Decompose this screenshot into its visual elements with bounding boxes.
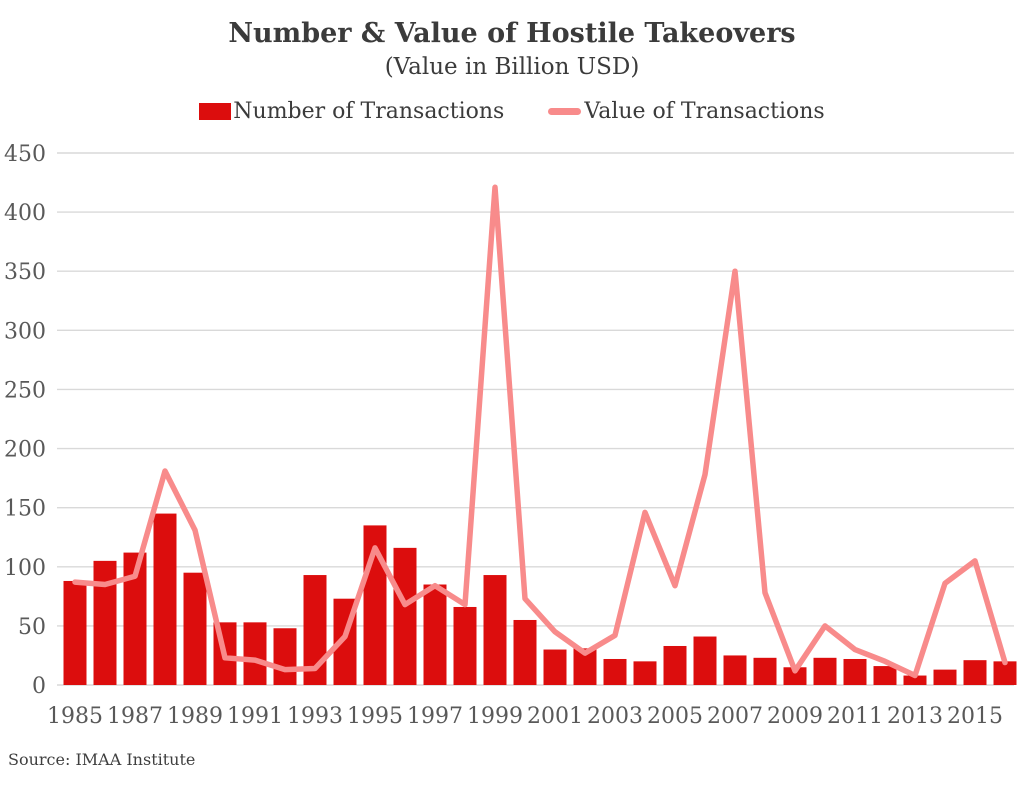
- y-axis-tick-label: 450: [4, 142, 46, 167]
- chart-legend: Number of Transactions Value of Transact…: [0, 99, 1024, 124]
- bar-2013: [903, 675, 927, 685]
- legend-label-number: Number of Transactions: [233, 99, 505, 124]
- legend-item-value: Value of Transactions: [548, 99, 825, 124]
- bar-1988: [153, 513, 177, 685]
- x-axis-tick-label: 1985: [47, 704, 103, 729]
- x-axis-tick-label: 1999: [467, 704, 523, 729]
- x-axis-tick-label: 1987: [107, 704, 163, 729]
- bar-2005: [663, 645, 687, 685]
- bar-2010: [813, 657, 837, 685]
- bar-swatch-icon: [199, 103, 232, 120]
- x-axis-tick-label: 2005: [647, 704, 703, 729]
- x-axis-tick-label: 1995: [347, 704, 403, 729]
- bar-1999: [483, 575, 507, 685]
- bar-2006: [693, 636, 717, 685]
- bar-2003: [603, 658, 627, 685]
- x-axis-tick-label: 2001: [527, 704, 583, 729]
- bar-2014: [933, 669, 957, 685]
- x-axis-tick-label: 2011: [827, 704, 883, 729]
- y-axis-tick-label: 0: [32, 674, 46, 699]
- bar-2015: [963, 660, 987, 685]
- bar-1996: [393, 547, 417, 685]
- bar-1997: [423, 584, 447, 685]
- chart-subtitle: (Value in Billion USD): [384, 54, 640, 80]
- bar-2002: [573, 648, 597, 685]
- source-note: Source: IMAA Institute: [8, 750, 196, 769]
- y-axis-tick-label: 50: [18, 615, 46, 640]
- bar-2012: [873, 666, 897, 685]
- bar-1991: [243, 622, 267, 685]
- y-axis-tick-label: 250: [4, 378, 46, 403]
- legend-label-value: Value of Transactions: [584, 99, 825, 124]
- y-axis-tick-label: 150: [4, 497, 46, 522]
- line-swatch-icon: [548, 108, 582, 115]
- bar-2001: [543, 649, 567, 685]
- y-axis-tick-label: 200: [4, 438, 46, 463]
- chart-title: Number & Value of Hostile Takeovers: [228, 18, 796, 49]
- x-axis-tick-label: 2007: [707, 704, 763, 729]
- value-line-series: [72, 184, 1008, 679]
- legend-item-number: Number of Transactions: [199, 99, 504, 124]
- y-axis-tick-label: 400: [4, 201, 46, 226]
- bar-2004: [633, 661, 657, 685]
- bar-1985: [63, 580, 87, 685]
- bar-1987: [123, 552, 147, 685]
- bar-2016: [993, 661, 1017, 685]
- bar-2007: [723, 655, 747, 685]
- bar-1992: [273, 628, 297, 685]
- bar-1989: [183, 572, 207, 685]
- bar-2000: [513, 619, 537, 685]
- y-axis-tick-label: 300: [4, 319, 46, 344]
- bar-1993: [303, 575, 327, 685]
- x-axis-tick-label: 2003: [587, 704, 643, 729]
- bar-2011: [843, 658, 867, 685]
- x-axis-tick-label: 1997: [407, 704, 463, 729]
- x-axis-tick-label: 1991: [227, 704, 283, 729]
- y-axis-tick-label: 100: [4, 556, 46, 581]
- bar-1998: [453, 606, 477, 685]
- x-axis-tick-label: 1989: [167, 704, 223, 729]
- x-axis-tick-label: 1993: [287, 704, 343, 729]
- y-axis-tick-label: 350: [4, 260, 46, 285]
- x-axis-tick-label: 2015: [947, 704, 1003, 729]
- x-axis-tick-label: 2009: [767, 704, 823, 729]
- x-axis-tick-label: 2013: [887, 704, 943, 729]
- bar-2009: [783, 667, 807, 685]
- bar-2008: [753, 657, 777, 685]
- bar-1986: [93, 560, 117, 685]
